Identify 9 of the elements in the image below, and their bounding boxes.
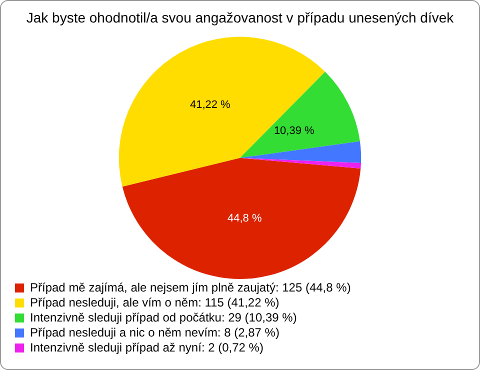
legend-label: Případ mě zajímá, ale nejsem jím plně zaujatý: 125 (44,8 %) <box>30 280 351 294</box>
data-label: 10,39 % <box>274 124 315 137</box>
legend-label: Intenzivně sleduji případ až nyní: 2 (0,72 %) <box>30 340 264 354</box>
legend-label: Intenzivně sleduji případ od počátku: 29 (10,39 %) <box>30 310 297 324</box>
data-label: 44,8 % <box>227 212 262 224</box>
data-label: 41,22 % <box>190 99 231 112</box>
legend-label: Případ nesleduji, ale vím o něm: 115 (41,22 %) <box>30 295 280 310</box>
chart-title: Jak byste ohodnotil/a svou angažovanost v případu unesených dívek <box>26 9 455 26</box>
legend-label: Případ nesleduji a nic o něm nevím: 8 (2,87 %) <box>30 325 280 340</box>
